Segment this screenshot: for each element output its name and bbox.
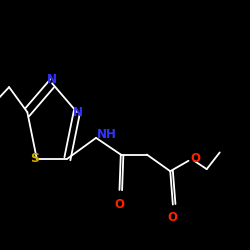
Text: O: O — [190, 152, 200, 165]
Text: O: O — [168, 211, 178, 224]
Text: NH: NH — [97, 128, 117, 141]
Text: N: N — [47, 73, 57, 86]
Text: S: S — [30, 152, 39, 165]
Text: N: N — [73, 106, 83, 118]
Text: O: O — [114, 198, 124, 211]
